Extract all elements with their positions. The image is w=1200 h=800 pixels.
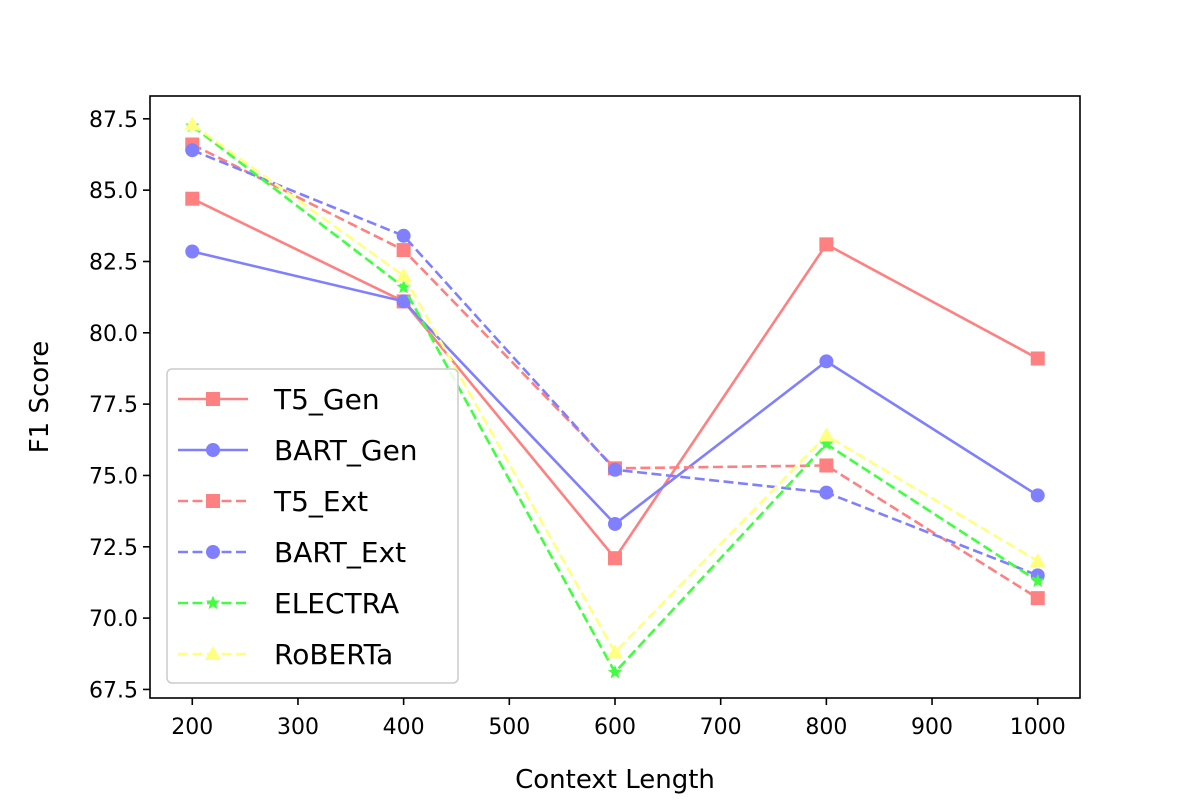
legend-label: BART_Gen [274, 434, 418, 467]
y-tick-label: 72.5 [89, 536, 138, 561]
data-point [395, 267, 412, 282]
series-bart-gen [185, 244, 1045, 531]
legend-swatch-marker [205, 595, 221, 610]
x-tick-label: 1000 [1010, 715, 1066, 740]
data-point [818, 427, 835, 442]
legend-label: RoBERTa [274, 638, 393, 671]
data-point [1030, 591, 1045, 606]
data-point [185, 143, 200, 158]
y-tick-label: 87.5 [89, 108, 138, 133]
legend-label: BART_Ext [274, 536, 406, 569]
legend: T5_Gen BART_Gen T5_Ext BART_Ext ELECTRA RoBER… [166, 368, 459, 684]
x-tick-label: 400 [383, 715, 425, 740]
data-point [608, 551, 622, 566]
legend-box [166, 368, 459, 684]
data-point [396, 228, 411, 243]
data-point [1030, 573, 1045, 588]
data-point [185, 191, 200, 206]
data-point [185, 244, 200, 259]
data-point [819, 436, 834, 451]
x-axis-title: Context Length [515, 765, 715, 795]
data-point [1030, 488, 1045, 503]
y-tick-label: 67.5 [89, 678, 138, 703]
y-tick-label: 77.5 [89, 393, 138, 418]
series-t5-gen [185, 191, 1045, 566]
x-tick-label: 700 [700, 715, 742, 740]
data-point [819, 237, 834, 252]
data-point [1030, 351, 1045, 366]
y-axis-title: F1 Score [25, 341, 55, 454]
legend-swatch-marker [206, 494, 220, 508]
y-tick-label: 75.0 [89, 464, 138, 489]
legend-label: T5_Ext [273, 485, 368, 518]
x-tick-label: 800 [805, 715, 847, 740]
data-point [819, 458, 834, 473]
legend-swatch-marker [206, 443, 220, 457]
data-point [396, 294, 411, 309]
legend-label: ELECTRA [274, 587, 399, 620]
y-axis: 67.5 70.0 72.5 75.0 77.5 80.0 82.5 85.0 87.5 [89, 108, 150, 703]
x-tick-label: 600 [594, 715, 636, 740]
y-tick-label: 80.0 [89, 322, 138, 347]
series-roberta [184, 116, 1046, 659]
x-axis: 200 300 400 500 600 700 800 900 1000 [171, 698, 1066, 740]
legend-label: T5_Gen [273, 383, 380, 416]
x-tick-label: 900 [911, 715, 953, 740]
data-point [819, 354, 834, 369]
data-point [184, 116, 201, 131]
x-tick-label: 200 [171, 715, 213, 740]
y-tick-label: 82.5 [89, 250, 138, 275]
y-tick-label: 70.0 [89, 607, 138, 632]
y-tick-label: 85.0 [89, 179, 138, 204]
data-point [396, 279, 411, 294]
data-point [607, 644, 623, 659]
series-line [191, 123, 1039, 654]
series-bart-ext [185, 143, 1045, 583]
x-tick-label: 300 [277, 715, 319, 740]
data-point [608, 516, 622, 531]
data-point [607, 664, 623, 679]
legend-swatch-marker [205, 646, 221, 660]
x-tick-label: 500 [488, 715, 530, 740]
data-point [608, 462, 622, 477]
legend-swatch-marker [206, 392, 220, 406]
legend-swatch-marker [206, 545, 220, 559]
data-point [1029, 553, 1046, 568]
data-point [819, 485, 834, 500]
data-point [396, 243, 411, 258]
plot-area [184, 116, 1046, 679]
